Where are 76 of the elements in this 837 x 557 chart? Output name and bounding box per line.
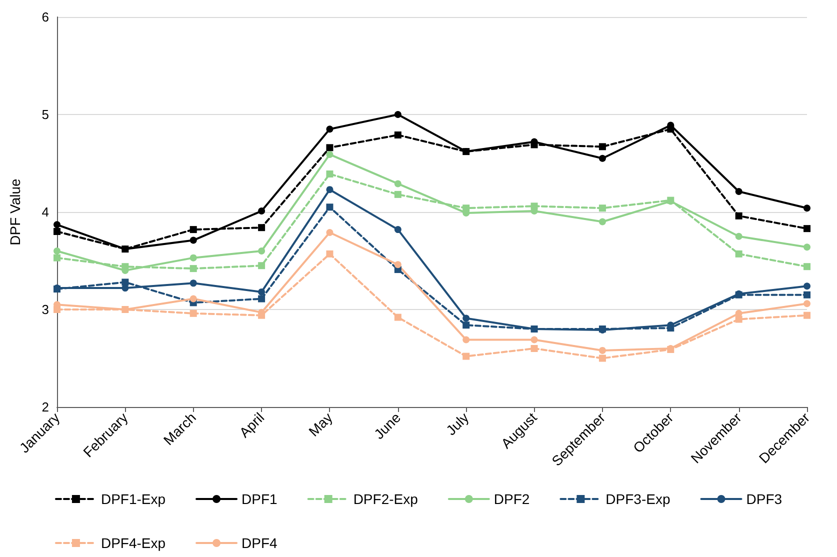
point (530, 345, 538, 352)
point (804, 244, 810, 251)
point (804, 291, 810, 298)
y-tick-label: 5 (42, 107, 49, 122)
y-tick-label: 2 (42, 400, 49, 414)
point (326, 250, 334, 258)
legend-label: DPF1 (242, 491, 278, 507)
point (326, 170, 334, 178)
point (394, 180, 402, 188)
point (326, 150, 334, 158)
point (190, 265, 197, 272)
point (462, 336, 470, 344)
point (804, 225, 810, 232)
legend-label: DPF3-Exp (606, 491, 670, 507)
point (54, 248, 60, 254)
point (462, 314, 470, 322)
point (598, 143, 606, 150)
point (394, 261, 402, 268)
point (735, 250, 742, 258)
point (394, 131, 402, 138)
point (258, 288, 266, 296)
legend-label: DPF4 (242, 535, 278, 551)
point (394, 226, 402, 234)
point (394, 314, 402, 321)
point (394, 111, 402, 118)
y-tick-label: 3 (42, 302, 49, 317)
point (804, 300, 810, 308)
point (190, 236, 197, 244)
point (804, 312, 810, 319)
point (258, 262, 266, 270)
point (122, 278, 129, 286)
point (54, 221, 60, 228)
point (190, 254, 197, 262)
point (190, 310, 197, 317)
point (530, 336, 538, 344)
point (258, 208, 266, 215)
legend-label: DPF4-Exp (100, 535, 166, 551)
point (598, 354, 606, 362)
point (804, 263, 810, 270)
point (598, 204, 606, 212)
point (122, 284, 129, 292)
point (804, 204, 810, 212)
y-tick-label: 4 (42, 204, 49, 220)
y-tick-label: 6 (42, 10, 49, 24)
point (598, 218, 606, 226)
point (735, 188, 742, 196)
legend-label: DPF2 (494, 491, 530, 507)
point (598, 154, 606, 162)
point (804, 282, 810, 290)
point (258, 224, 266, 232)
point (258, 248, 266, 254)
y-axis-title: DPF Value (7, 178, 23, 246)
point (735, 232, 742, 240)
point (598, 346, 606, 354)
point (190, 295, 197, 302)
x-tick-label: May (305, 409, 336, 440)
point (54, 254, 60, 262)
point (462, 322, 470, 329)
point (735, 212, 742, 220)
point (735, 316, 742, 323)
point (394, 190, 402, 198)
point (54, 228, 60, 235)
point (258, 295, 266, 302)
point (326, 144, 334, 152)
legend-label: DPF2-Exp (353, 491, 418, 507)
point (326, 228, 334, 236)
point (326, 186, 334, 194)
point (190, 226, 197, 234)
point (190, 280, 197, 287)
x-tick-label: July (442, 409, 472, 438)
point (326, 204, 334, 211)
point (735, 310, 742, 317)
point (326, 126, 334, 133)
legend-label: DPF1-Exp (100, 491, 166, 507)
legend-label: DPF3 (746, 491, 782, 507)
point (462, 352, 470, 360)
